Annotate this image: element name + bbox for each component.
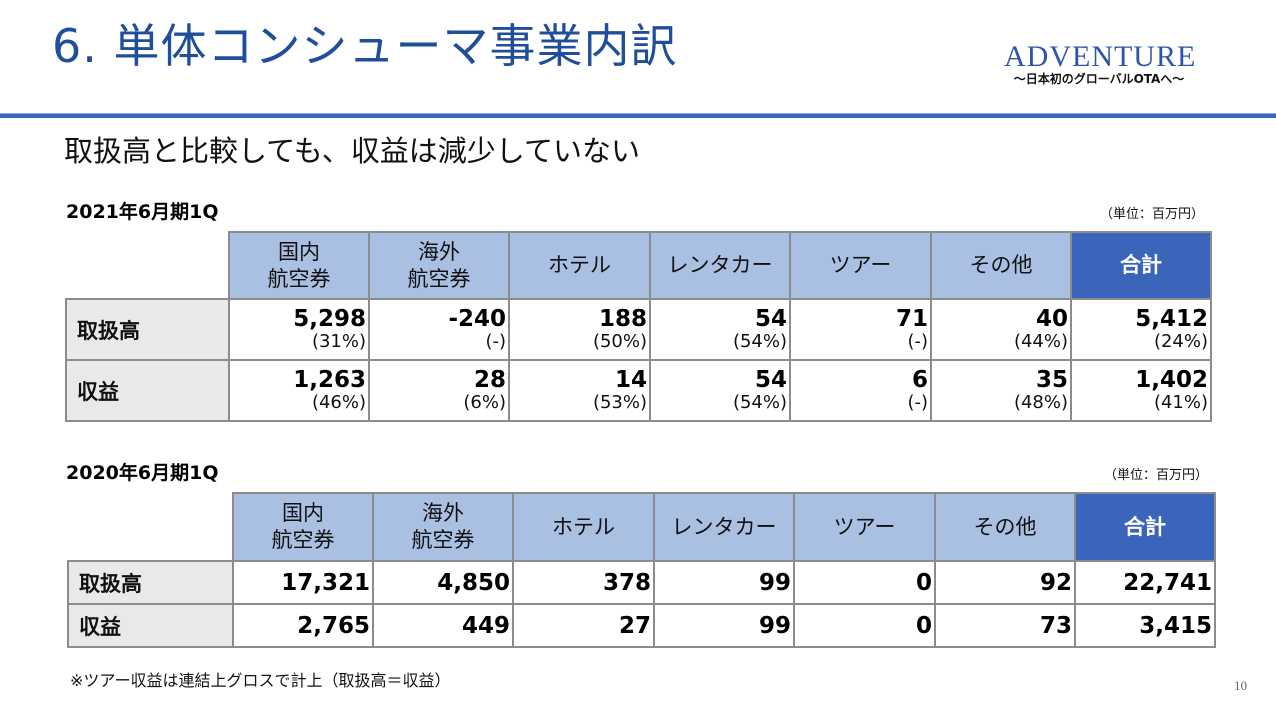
row-label: 取扱高 bbox=[65, 298, 230, 361]
col-header-hotel: ホテル bbox=[512, 492, 655, 562]
table-cell: 54 (54%) bbox=[649, 298, 791, 361]
table-row-revenue: 収益 2,765 449 27 99 0 73 3,415 bbox=[67, 603, 1216, 648]
table-header-row: 国内 航空券 海外 航空券 ホテル レンタカー ツアー その他 合計 bbox=[68, 492, 1216, 562]
table-cell: 0 bbox=[793, 560, 936, 605]
corner-cell bbox=[66, 232, 230, 300]
col-header-rental-car: レンタカー bbox=[653, 492, 795, 562]
col-header-total: 合計 bbox=[1070, 231, 1212, 300]
table-cell: 1,263 (46%) bbox=[228, 359, 370, 422]
page-number: 10 bbox=[1234, 678, 1247, 693]
unit-label-2020: （単位：百万円） bbox=[1104, 468, 1209, 483]
row-label: 取扱高 bbox=[67, 560, 234, 605]
table-cell: 40 (44%) bbox=[930, 298, 1072, 361]
col-header-other: その他 bbox=[930, 231, 1072, 300]
col-header-hotel: ホテル bbox=[508, 231, 651, 300]
table-cell-total: 1,402 (41%) bbox=[1070, 359, 1212, 422]
table-row-revenue: 収益 1,263 (46%) 28 (6%) 14 (53%) 54 (54%) 6 (-… bbox=[65, 359, 1212, 422]
table-cell: 5,298 (31%) bbox=[228, 298, 370, 361]
period-label-2021: 2021年6月期1Q bbox=[66, 201, 219, 223]
table-cell: 71 (-) bbox=[789, 298, 932, 361]
row-label: 収益 bbox=[65, 359, 230, 422]
table-cell: 28 (6%) bbox=[368, 359, 510, 422]
table-cell: 14 (53%) bbox=[508, 359, 651, 422]
footnote: ※ツアー収益は連結上グロスで計上（取扱高＝収益） bbox=[70, 671, 451, 690]
table-row-transaction-volume: 取扱高 5,298 (31%) -240 (-) 188 (50%) 54 (54%) … bbox=[65, 298, 1212, 361]
table-cell-total: 22,741 bbox=[1074, 560, 1216, 605]
segment-table-2021: 国内 航空券 海外 航空券 ホテル レンタカー ツアー その他 合計 取扱高 5,2… bbox=[65, 231, 1212, 422]
col-header-domestic-air: 国内 航空券 bbox=[232, 492, 374, 562]
table-cell: 73 bbox=[934, 603, 1076, 648]
col-header-tour: ツアー bbox=[793, 492, 936, 562]
table-row-transaction-volume: 取扱高 17,321 4,850 378 99 0 92 22,741 bbox=[67, 560, 1216, 605]
table-cell-total: 3,415 bbox=[1074, 603, 1216, 648]
table-cell: 378 bbox=[512, 560, 655, 605]
logo-wordmark: ADVENTURE bbox=[1004, 40, 1197, 73]
table-cell: 4,850 bbox=[372, 560, 514, 605]
row-label: 収益 bbox=[67, 603, 234, 648]
table-cell: 99 bbox=[653, 603, 795, 648]
col-header-overseas-air: 海外 航空券 bbox=[372, 492, 514, 562]
table-header-row: 国内 航空券 海外 航空券 ホテル レンタカー ツアー その他 合計 bbox=[66, 231, 1212, 300]
table-cell: 6 (-) bbox=[789, 359, 932, 422]
col-header-other: その他 bbox=[934, 492, 1076, 562]
page-title: 6. 単体コンシューマ事業内訳 bbox=[52, 19, 678, 73]
table-cell: 0 bbox=[793, 603, 936, 648]
table-cell-total: 5,412 (24%) bbox=[1070, 298, 1212, 361]
table-cell: 2,765 bbox=[232, 603, 374, 648]
col-header-tour: ツアー bbox=[789, 231, 932, 300]
table-cell: -240 (-) bbox=[368, 298, 510, 361]
col-header-domestic-air: 国内 航空券 bbox=[228, 231, 370, 300]
table-cell: 188 (50%) bbox=[508, 298, 651, 361]
table-cell: 27 bbox=[512, 603, 655, 648]
company-logo: ADVENTURE ～日本初のグローバルOTAへ～ bbox=[1004, 40, 1197, 87]
segment-table-2020: 国内 航空券 海外 航空券 ホテル レンタカー ツアー その他 合計 取扱高 17,… bbox=[67, 492, 1216, 648]
table-cell: 99 bbox=[653, 560, 795, 605]
col-header-rental-car: レンタカー bbox=[649, 231, 791, 300]
col-header-total: 合計 bbox=[1074, 492, 1216, 562]
table-cell: 92 bbox=[934, 560, 1076, 605]
table-cell: 35 (48%) bbox=[930, 359, 1072, 422]
slide-subtitle: 取扱高と比較しても、収益は減少していない bbox=[64, 134, 640, 168]
unit-label-2021: （単位：百万円） bbox=[1100, 207, 1205, 222]
period-label-2020: 2020年6月期1Q bbox=[66, 462, 219, 484]
table-cell: 17,321 bbox=[232, 560, 374, 605]
logo-tagline: ～日本初のグローバルOTAへ～ bbox=[1013, 72, 1185, 86]
table-cell: 54 (54%) bbox=[649, 359, 791, 422]
col-header-overseas-air: 海外 航空券 bbox=[368, 231, 510, 300]
corner-cell bbox=[68, 493, 234, 562]
header-divider bbox=[0, 113, 1276, 118]
table-cell: 449 bbox=[372, 603, 514, 648]
